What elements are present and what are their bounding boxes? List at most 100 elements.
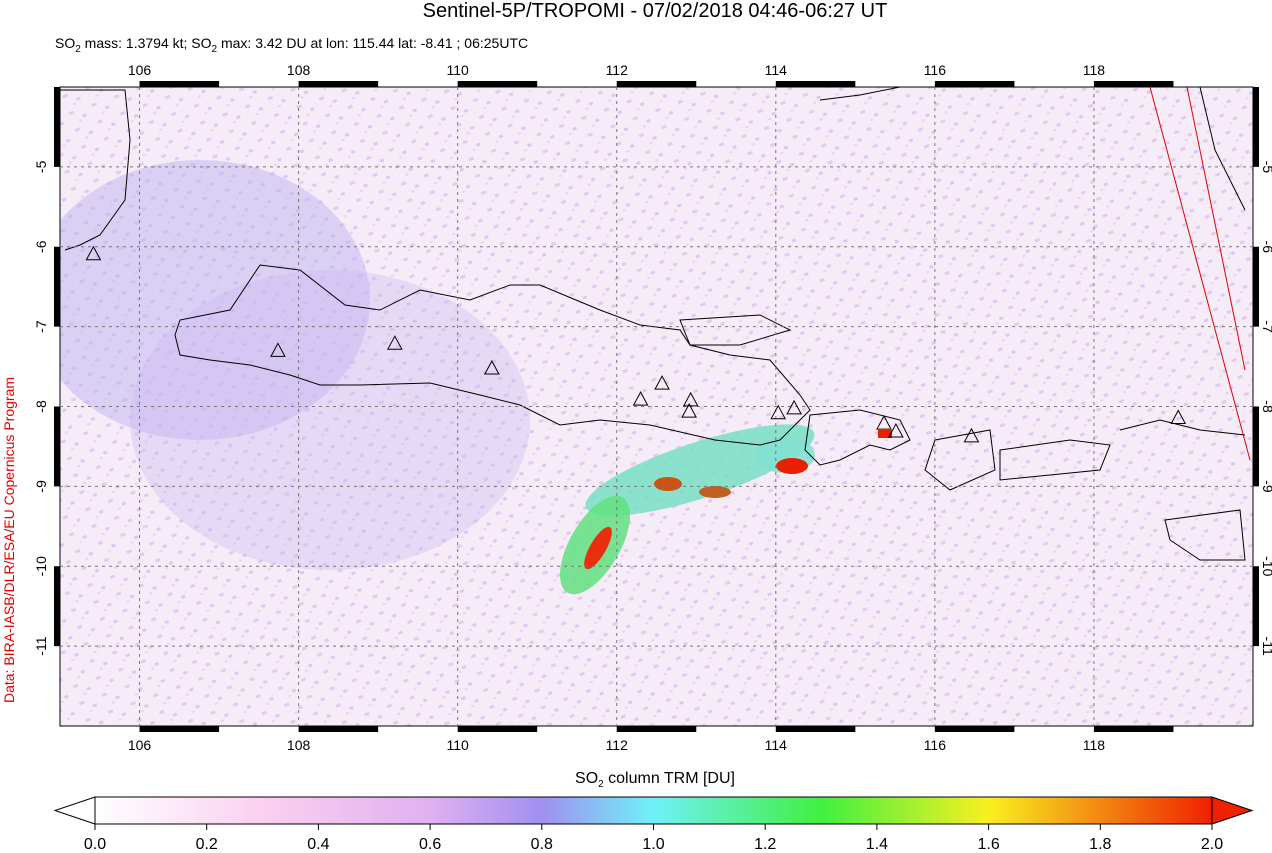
y-tick-label: -9 <box>1260 480 1272 493</box>
volcano <box>876 415 892 430</box>
volcano <box>786 399 802 415</box>
colorbar-tick-label: 0.2 <box>196 836 218 853</box>
x-tick-label: 116 <box>924 62 947 78</box>
y-tick-label: -5 <box>1260 161 1272 174</box>
frame-band <box>139 81 220 87</box>
frame-band <box>139 726 220 732</box>
plume-core <box>878 430 892 438</box>
credit: Data: BIRA-IASB/DLR/ESA/EU Copernicus Pr… <box>1 377 17 703</box>
volcano <box>681 403 697 418</box>
x-tick-label: 114 <box>765 737 788 753</box>
volcano <box>770 404 787 420</box>
frame-band <box>298 726 379 732</box>
volcano <box>654 375 670 390</box>
frame-band <box>457 81 538 87</box>
x-tick-label: 118 <box>1083 62 1106 78</box>
haze <box>60 160 370 440</box>
frame-band <box>298 81 379 87</box>
colorbar-tick-label: 1.6 <box>977 836 999 853</box>
frame-band <box>1253 566 1259 647</box>
volcano <box>888 423 904 438</box>
y-tick-label: -8 <box>33 400 49 413</box>
y-tick-label: -7 <box>33 320 49 333</box>
plume-core <box>654 477 682 491</box>
volcano <box>1170 409 1187 424</box>
y-tick-label: -11 <box>1260 637 1272 656</box>
x-tick-label: 114 <box>765 62 788 78</box>
y-tick-label: -7 <box>1260 320 1272 333</box>
volcano <box>682 391 699 407</box>
frame-band <box>934 726 1015 732</box>
colorbar-label: SO2 column TRM [DU] <box>575 770 735 790</box>
subtitle-part: SO <box>55 35 75 51</box>
x-tick-label: 110 <box>447 737 470 753</box>
y-tick-label: -9 <box>33 480 49 493</box>
frame-band <box>775 81 856 87</box>
x-tick-label: 108 <box>287 62 311 78</box>
frame-band <box>1253 246 1259 327</box>
subtitle-part: 2 <box>212 44 218 55</box>
frame-band <box>54 246 60 327</box>
coastlines <box>60 87 1246 561</box>
volcano <box>85 245 102 261</box>
colorbar-over <box>1211 796 1254 825</box>
colorbar-tick-label: 0.0 <box>84 836 106 853</box>
x-tick-label: 112 <box>606 62 629 78</box>
colorbar-tick-label: 2.0 <box>1201 836 1223 853</box>
x-tick-label: 118 <box>1083 737 1106 753</box>
plume-core <box>699 486 731 498</box>
volcano <box>484 359 500 375</box>
label-part: SO <box>575 770 598 787</box>
haze <box>130 270 530 570</box>
swath-edges <box>1149 87 1251 461</box>
x-tick-label: 106 <box>128 737 152 753</box>
x-tick-label: 106 <box>128 62 152 78</box>
y-tick-label: -10 <box>33 556 49 576</box>
volcano <box>386 335 403 350</box>
colorbar <box>94 796 1213 825</box>
y-tick-label: -10 <box>1260 556 1272 576</box>
subtitle-part: 2 <box>75 44 81 55</box>
frame-band <box>457 726 538 732</box>
frame-band <box>934 81 1015 87</box>
title: Sentinel-5P/TROPOMI - 07/02/2018 04:46-0… <box>423 0 888 22</box>
y-tick-label: -8 <box>1260 400 1272 413</box>
frame-band <box>1093 726 1174 732</box>
plume-core <box>776 458 808 474</box>
frame-band <box>54 87 60 167</box>
x-tick-label: 116 <box>924 737 947 753</box>
subtitle-part: mass: 1.3794 kt; SO <box>81 35 212 51</box>
frame-band <box>616 81 697 87</box>
x-tick-label: 110 <box>447 62 470 78</box>
x-tick-label: 112 <box>606 737 629 753</box>
label-part: column TRM [DU] <box>604 770 735 787</box>
frame-band <box>1253 406 1259 487</box>
frame-band <box>775 726 856 732</box>
label-part: 2 <box>598 779 604 790</box>
y-tick-label: -5 <box>33 160 49 173</box>
frame-band <box>54 406 60 487</box>
y-tick-label: -11 <box>33 636 49 655</box>
colorbar-under <box>53 796 96 825</box>
frame-band <box>1093 81 1174 87</box>
y-tick-label: -6 <box>33 240 49 253</box>
volcano <box>270 342 286 357</box>
colorbar-tick-label: 1.8 <box>1089 836 1111 853</box>
subtitle-part: max: 3.42 DU at lon: 115.44 lat: -8.41 ;… <box>217 35 528 51</box>
y-tick-label: -6 <box>1260 241 1272 254</box>
colorbar-tick-label: 0.6 <box>419 836 441 853</box>
frame-band <box>616 726 697 732</box>
volcano <box>963 427 980 443</box>
subtitle: SO2 mass: 1.3794 kt; SO2 max: 3.42 DU at… <box>55 35 528 55</box>
x-tick-label: 108 <box>287 737 311 753</box>
plume-core <box>584 526 612 570</box>
colorbar-tick-label: 0.4 <box>307 836 329 853</box>
colorbar-tick-label: 1.2 <box>754 836 776 853</box>
colorbar-tick-label: 0.8 <box>531 836 553 853</box>
plume <box>585 424 815 516</box>
colorbar-tick-label: 1.4 <box>866 836 888 853</box>
colorbar-tick-label: 1.0 <box>642 836 664 853</box>
volcano <box>632 391 649 406</box>
